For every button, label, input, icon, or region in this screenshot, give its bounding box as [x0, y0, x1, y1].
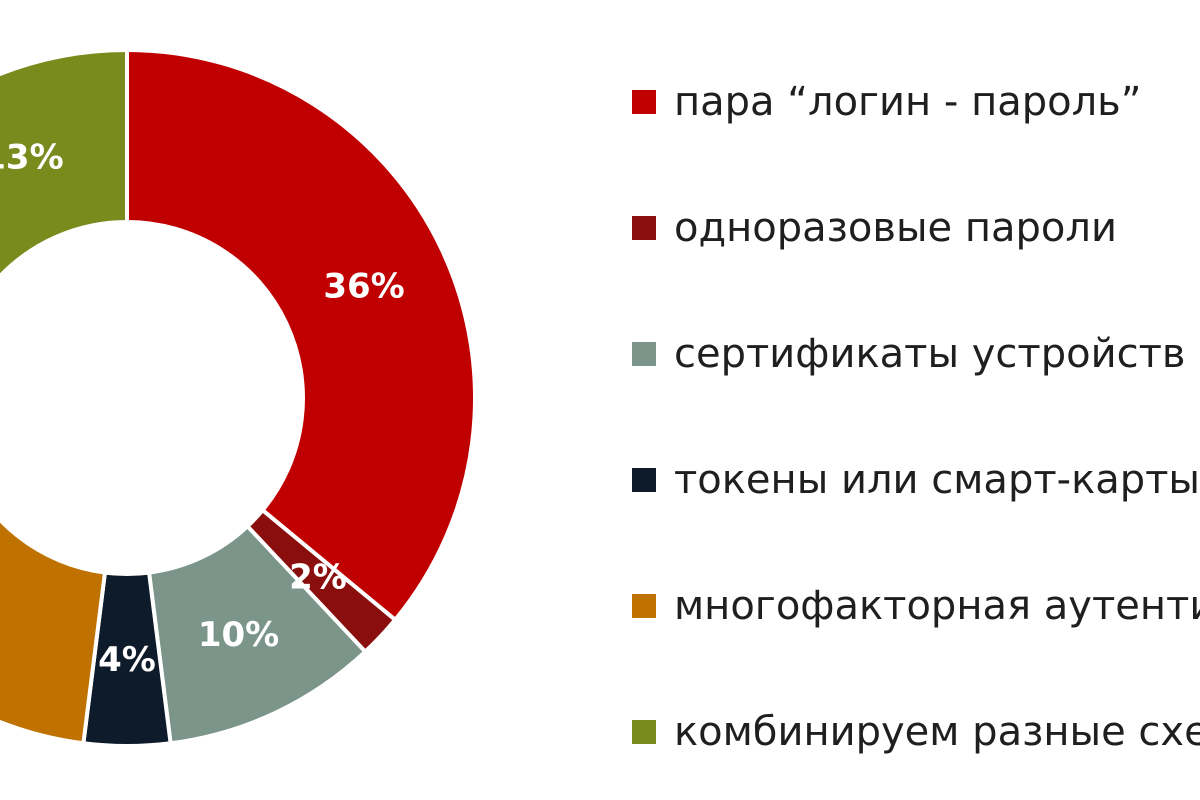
donut-slice-0 [125, 47, 477, 623]
legend-label-0: пара “логин - пароль” [674, 79, 1142, 125]
donut-slice-labels: 36% 2%10% 4% 13% [0, 138, 405, 680]
legend-swatch-3 [632, 468, 656, 492]
legend-swatch-1 [632, 216, 656, 240]
legend-label-3: токены или смарт-карты [674, 457, 1200, 503]
legend-item-1: одноразовые пароли [632, 196, 1200, 322]
donut-slice-5 [0, 47, 129, 280]
slice-value-label-3: 4% [98, 640, 156, 680]
legend-swatch-4 [632, 594, 656, 618]
legend-item-3: токены или смарт-карты [632, 448, 1200, 574]
legend-label-5: комбинируем разные схемы [674, 709, 1200, 755]
legend-label-2: сертификаты устройств [674, 331, 1186, 377]
legend-label-4: многофакторная аутентификация [674, 583, 1200, 629]
slice-value-label-5: 13% [0, 138, 64, 178]
legend-item-0: пара “логин - пароль” [632, 70, 1200, 196]
legend-item-2: сертификаты устройств [632, 322, 1200, 448]
slice-value-label-2: 10% [198, 615, 279, 655]
legend-swatch-0 [632, 90, 656, 114]
legend-label-1: одноразовые пароли [674, 205, 1117, 251]
legend-item-4: многофакторная аутентификация [632, 574, 1200, 700]
donut-slices [0, 47, 477, 748]
slice-value-label-1: 2% [289, 557, 347, 597]
donut-slice-4 [0, 275, 108, 746]
slice-value-label-0: 36% [323, 266, 404, 306]
chart-legend: пара “логин - пароль” одноразовые пароли с… [632, 70, 1200, 800]
legend-item-5: комбинируем разные схемы [632, 700, 1200, 800]
legend-swatch-5 [632, 720, 656, 744]
legend-swatch-2 [632, 342, 656, 366]
